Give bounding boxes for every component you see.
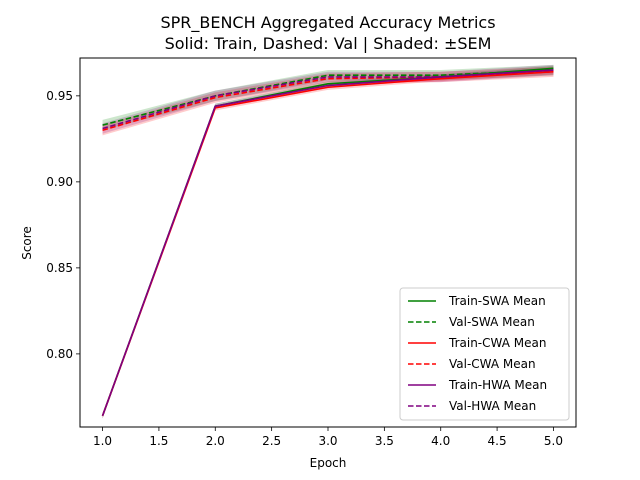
x-axis: 1.0 1.5 2.0 2.5 3.0 3.5 4.0 4.5 5.0	[93, 427, 563, 448]
x-tick-label: 5.0	[544, 434, 563, 448]
y-tick-label: 0.90	[46, 175, 73, 189]
y-axis-label: Score	[20, 226, 34, 260]
y-tick-label: 0.80	[46, 347, 73, 361]
x-tick-label: 2.0	[206, 434, 225, 448]
series-line-val-swa-mean	[102, 69, 554, 126]
series-lines	[101, 67, 554, 417]
x-tick-label: 1.5	[149, 434, 168, 448]
x-tick-label: 4.0	[431, 434, 450, 448]
series-line-train-hwa-mean	[101, 69, 554, 417]
sem-band-val-hwa-mean	[102, 64, 554, 134]
legend-label: Train-SWA Mean	[448, 294, 546, 308]
x-tick-label: 3.0	[318, 434, 337, 448]
y-axis: 0.80 0.85 0.90 0.95	[46, 89, 80, 361]
chart-subtitle: Solid: Train, Dashed: Val | Shaded: ±SEM	[165, 34, 492, 53]
chart-title: SPR_BENCH Aggregated Accuracy Metrics	[160, 13, 495, 33]
x-tick-label: 2.5	[262, 434, 281, 448]
legend-label: Train-HWA Mean	[448, 378, 547, 392]
legend-label: Val-HWA Mean	[449, 399, 536, 413]
x-tick-label: 1.0	[93, 434, 112, 448]
y-tick-label: 0.95	[46, 89, 73, 103]
legend-frame	[399, 287, 570, 421]
x-tick-label: 4.5	[488, 434, 507, 448]
legend-label: Val-CWA Mean	[449, 357, 536, 371]
legend-label: Val-SWA Mean	[449, 315, 535, 329]
x-tick-label: 3.5	[375, 434, 394, 448]
x-axis-label: Epoch	[310, 456, 347, 470]
legend: Train-SWA Mean Val-SWA Mean Train-CWA Mean…	[399, 287, 570, 421]
legend-label: Train-CWA Mean	[448, 336, 546, 350]
y-tick-label: 0.85	[46, 261, 73, 275]
